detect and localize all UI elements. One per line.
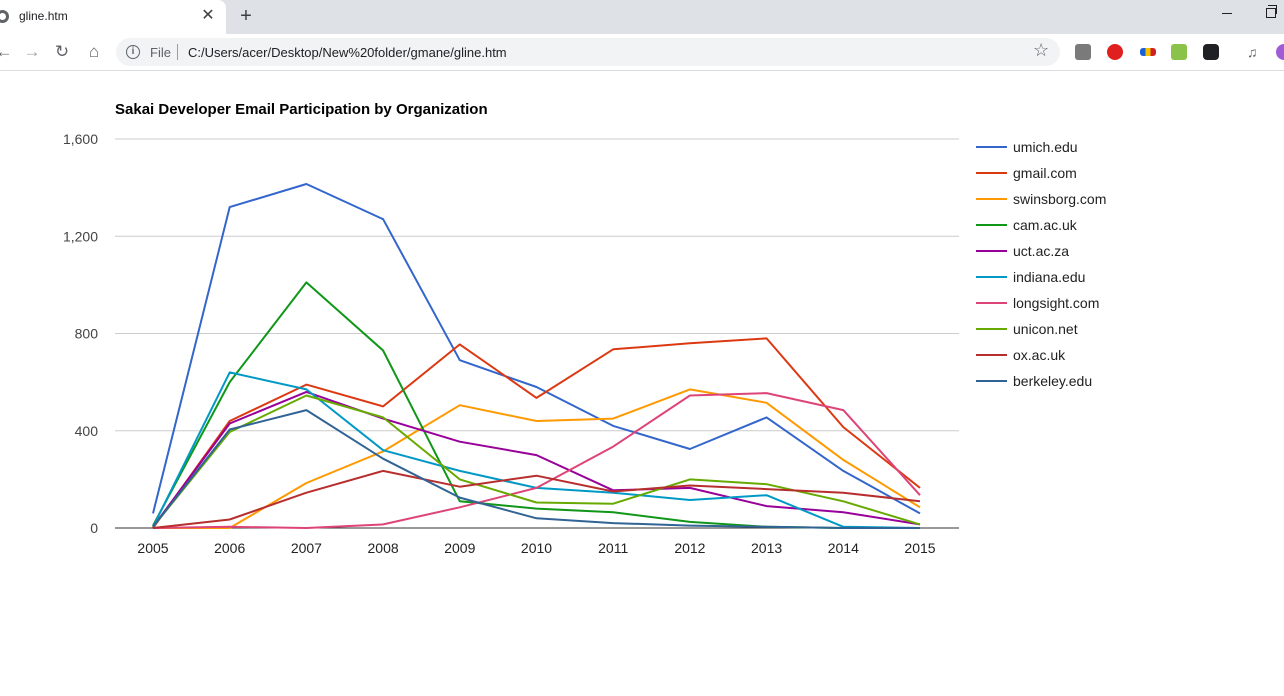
omnibox-divider bbox=[177, 44, 178, 60]
file-label: File bbox=[150, 45, 171, 60]
x-tick-label: 2007 bbox=[291, 540, 322, 556]
legend-label: berkeley.edu bbox=[1013, 373, 1093, 389]
y-tick-label: 0 bbox=[90, 520, 98, 536]
url-text[interactable]: C:/Users/acer/Desktop/New%20folder/gmane… bbox=[188, 45, 507, 60]
extension-icon[interactable] bbox=[1075, 44, 1091, 60]
x-tick-label: 2012 bbox=[674, 540, 705, 556]
legend-label: umich.edu bbox=[1013, 139, 1078, 155]
x-tick-label: 2008 bbox=[368, 540, 399, 556]
x-tick-label: 2011 bbox=[598, 540, 628, 556]
legend-swatch bbox=[976, 354, 1007, 356]
legend-swatch bbox=[976, 250, 1007, 252]
legend-swatch bbox=[976, 224, 1007, 226]
star-icon[interactable]: ☆ bbox=[1033, 40, 1050, 60]
x-tick-label: 2015 bbox=[904, 540, 935, 556]
avatar[interactable] bbox=[1276, 44, 1284, 60]
new-tab-button[interactable]: + bbox=[240, 5, 252, 27]
x-tick-label: 2006 bbox=[214, 540, 245, 556]
forward-icon[interactable]: → bbox=[23, 42, 41, 61]
back-icon[interactable]: ← bbox=[0, 42, 13, 61]
home-icon[interactable]: ⌂ bbox=[88, 42, 100, 61]
legend-swatch bbox=[976, 198, 1007, 200]
browser-toolbar: ← → ↻ ⌂ i File C:/Users/acer/Desktop/New… bbox=[0, 34, 1284, 71]
legend-label: ox.ac.uk bbox=[1013, 347, 1066, 363]
legend-label: gmail.com bbox=[1013, 165, 1077, 181]
tab-title: gline.htm bbox=[19, 9, 68, 23]
x-tick-label: 2014 bbox=[828, 540, 859, 556]
series-line-gmail.com bbox=[152, 337, 921, 529]
extension-icon[interactable] bbox=[1107, 44, 1123, 60]
x-tick-label: 2010 bbox=[521, 540, 552, 556]
legend-label: indiana.edu bbox=[1013, 269, 1086, 285]
y-tick-label: 800 bbox=[75, 326, 99, 342]
tab-strip: gline.htm ✕ + bbox=[0, 0, 1284, 34]
series-line-ox.ac.uk bbox=[152, 469, 921, 529]
series-line-longsight.com bbox=[152, 392, 921, 529]
chart-title: Sakai Developer Email Participation by O… bbox=[115, 101, 488, 118]
legend-label: longsight.com bbox=[1013, 295, 1100, 311]
browser-tab[interactable]: gline.htm ✕ bbox=[0, 0, 226, 34]
series-line-umich.edu bbox=[152, 183, 921, 515]
info-icon[interactable]: i bbox=[126, 45, 140, 59]
close-tab-icon[interactable]: ✕ bbox=[201, 7, 215, 24]
restore-icon[interactable] bbox=[1266, 5, 1277, 18]
x-tick-label: 2009 bbox=[444, 540, 475, 556]
address-bar[interactable]: i File C:/Users/acer/Desktop/New%20folde… bbox=[116, 38, 1060, 66]
extension-icon[interactable] bbox=[1140, 48, 1156, 56]
extension-icon[interactable] bbox=[1171, 44, 1187, 60]
legend-swatch bbox=[976, 276, 1007, 278]
globe-icon bbox=[0, 10, 9, 23]
legend-swatch bbox=[976, 328, 1007, 330]
series-line-uct.ac.za bbox=[152, 390, 921, 528]
series-line-swinsborg.com bbox=[153, 388, 921, 529]
legend-label: unicon.net bbox=[1013, 321, 1078, 337]
legend-swatch bbox=[976, 380, 1007, 382]
legend-label: swinsborg.com bbox=[1013, 191, 1107, 207]
y-tick-label: 400 bbox=[75, 423, 99, 439]
minimize-icon[interactable] bbox=[1222, 5, 1234, 21]
y-tick-label: 1,600 bbox=[63, 131, 98, 147]
extension-icon[interactable] bbox=[1203, 44, 1219, 60]
reload-icon[interactable]: ↻ bbox=[54, 42, 70, 61]
legend-label: cam.ac.uk bbox=[1013, 217, 1077, 233]
series-line-berkeley.edu bbox=[152, 409, 920, 529]
media-icon[interactable]: ♫ bbox=[1247, 44, 1258, 60]
legend-swatch bbox=[976, 172, 1007, 174]
x-tick-label: 2005 bbox=[137, 540, 168, 556]
legend-swatch bbox=[976, 146, 1007, 148]
legend-swatch bbox=[976, 302, 1007, 304]
x-tick-label: 2013 bbox=[751, 540, 782, 556]
legend-label: uct.ac.za bbox=[1013, 243, 1070, 259]
y-tick-label: 1,200 bbox=[63, 228, 98, 244]
